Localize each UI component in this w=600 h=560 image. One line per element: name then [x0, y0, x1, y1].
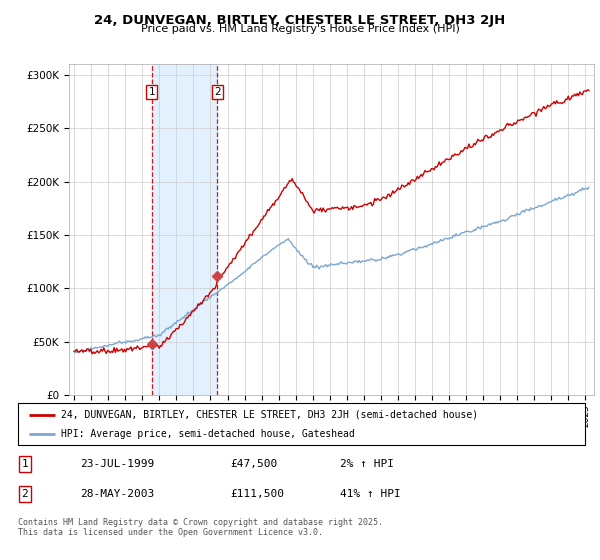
Text: 24, DUNVEGAN, BIRTLEY, CHESTER LE STREET, DH3 2JH: 24, DUNVEGAN, BIRTLEY, CHESTER LE STREET…: [94, 14, 506, 27]
Text: 2% ↑ HPI: 2% ↑ HPI: [340, 459, 394, 469]
Text: 1: 1: [22, 459, 28, 469]
Text: £47,500: £47,500: [230, 459, 277, 469]
Text: 2: 2: [22, 489, 28, 499]
Text: 2: 2: [214, 87, 221, 97]
Text: £111,500: £111,500: [230, 489, 284, 499]
Text: 24, DUNVEGAN, BIRTLEY, CHESTER LE STREET, DH3 2JH (semi-detached house): 24, DUNVEGAN, BIRTLEY, CHESTER LE STREET…: [61, 409, 478, 419]
Text: Price paid vs. HM Land Registry's House Price Index (HPI): Price paid vs. HM Land Registry's House …: [140, 24, 460, 34]
Text: 1: 1: [148, 87, 155, 97]
Text: 41% ↑ HPI: 41% ↑ HPI: [340, 489, 401, 499]
Text: 28-MAY-2003: 28-MAY-2003: [80, 489, 154, 499]
FancyBboxPatch shape: [18, 403, 585, 445]
Text: HPI: Average price, semi-detached house, Gateshead: HPI: Average price, semi-detached house,…: [61, 429, 354, 439]
Text: Contains HM Land Registry data © Crown copyright and database right 2025.
This d: Contains HM Land Registry data © Crown c…: [18, 518, 383, 538]
Bar: [152, 64, 217, 395]
Text: 23-JUL-1999: 23-JUL-1999: [80, 459, 154, 469]
